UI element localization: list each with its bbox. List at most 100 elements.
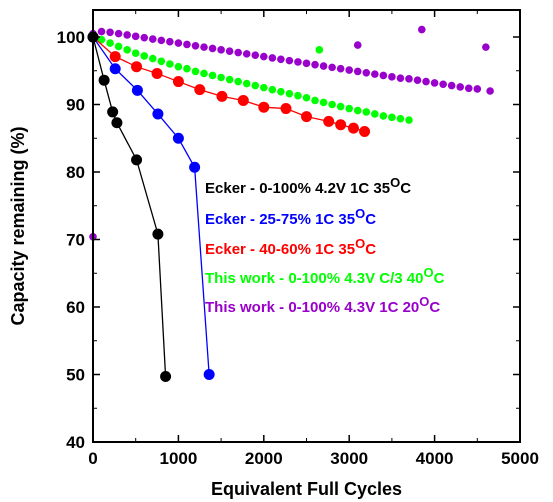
data-point <box>268 85 277 94</box>
y-tick-label: 50 <box>66 366 85 385</box>
series-0 <box>87 31 172 383</box>
series-line <box>92 36 167 377</box>
data-point <box>152 228 164 240</box>
data-point <box>315 46 324 54</box>
data-point <box>131 84 143 96</box>
data-point <box>396 114 405 123</box>
data-point <box>114 29 123 38</box>
data-point <box>131 61 143 73</box>
legend-degree-superscript: O <box>355 236 365 251</box>
data-point <box>160 371 172 383</box>
data-point <box>413 76 422 84</box>
x-tick-label: 5000 <box>501 449 539 468</box>
x-tick-label: 4000 <box>416 449 454 468</box>
data-point <box>302 59 311 68</box>
data-point <box>251 51 260 60</box>
data-point <box>152 108 164 120</box>
data-point <box>189 161 201 173</box>
data-point <box>242 79 251 88</box>
data-point <box>447 81 456 90</box>
data-point <box>191 41 200 50</box>
data-point <box>114 42 123 51</box>
y-tick-label: 40 <box>66 433 85 452</box>
data-point <box>430 79 439 87</box>
data-point <box>97 35 106 44</box>
data-point <box>148 54 157 63</box>
legend-degree-superscript: O <box>390 175 400 190</box>
data-point <box>234 77 242 86</box>
legend-label: Ecker - 40-60% 1C 35 <box>205 241 355 258</box>
legend-entry: This work - 0-100% 4.3V 1C 20OC <box>205 294 440 316</box>
data-point <box>335 119 347 131</box>
data-point <box>388 73 396 81</box>
legend-entry: This work - 0-100% 4.3V C/3 40OC <box>205 265 445 287</box>
legend-degree-superscript: O <box>419 294 429 309</box>
data-point <box>347 122 359 134</box>
series-4 <box>89 25 494 241</box>
data-point <box>217 46 225 54</box>
data-point <box>191 67 200 76</box>
data-point <box>97 27 106 36</box>
legend-label: Ecker - 0-100% 4.2V 1C 35 <box>205 180 390 197</box>
axis-ticks: 0 1000 2000 3000 4000 5000 40 50 60 70 80 90 100 <box>57 10 539 468</box>
data-point <box>285 89 294 98</box>
data-point <box>405 75 413 83</box>
data-point <box>111 117 123 129</box>
legend-celsius-unit: C <box>365 241 376 258</box>
data-point <box>323 115 335 127</box>
data-point <box>379 71 388 80</box>
data-point <box>131 49 140 57</box>
data-point <box>183 64 191 73</box>
data-point <box>328 100 336 109</box>
data-point <box>277 87 285 96</box>
data-point <box>123 31 131 39</box>
data-point <box>237 94 249 106</box>
data-point <box>439 80 447 89</box>
data-point <box>260 83 268 92</box>
data-point <box>268 54 277 62</box>
data-point <box>473 85 482 93</box>
data-point <box>319 62 328 70</box>
y-tick-label: 80 <box>66 163 85 182</box>
data-point <box>131 32 140 41</box>
data-point <box>362 68 371 77</box>
data-point <box>345 104 354 113</box>
data-point <box>388 113 396 122</box>
legend-degree-superscript: O <box>423 265 433 280</box>
data-point <box>98 74 110 86</box>
data-marks <box>87 25 494 383</box>
data-point <box>258 101 270 113</box>
data-point <box>353 67 362 76</box>
data-point <box>311 60 319 69</box>
data-point <box>174 62 183 71</box>
data-point <box>194 84 206 96</box>
data-point <box>166 60 174 68</box>
data-point <box>371 70 379 78</box>
legend-entry: Ecker - 25-75% 1C 35OC <box>205 206 376 228</box>
data-point <box>217 73 225 82</box>
y-tick-label: 70 <box>66 231 85 250</box>
data-point <box>107 106 119 118</box>
data-point <box>225 75 234 84</box>
data-point <box>151 67 163 79</box>
data-point <box>301 111 312 123</box>
data-point <box>183 40 191 49</box>
legend-celsius-unit: C <box>365 211 376 228</box>
data-point <box>157 36 166 45</box>
data-point <box>216 90 228 102</box>
data-point <box>336 64 345 73</box>
data-point <box>302 93 311 102</box>
data-point <box>486 87 494 95</box>
data-point <box>140 33 149 42</box>
data-point <box>203 369 215 380</box>
x-tick-label: 0 <box>88 449 97 468</box>
data-point <box>260 52 268 61</box>
data-point <box>277 55 285 64</box>
data-point <box>319 98 328 107</box>
data-point <box>123 46 131 54</box>
data-point <box>345 66 354 74</box>
data-point <box>285 56 294 65</box>
data-point <box>148 35 157 43</box>
